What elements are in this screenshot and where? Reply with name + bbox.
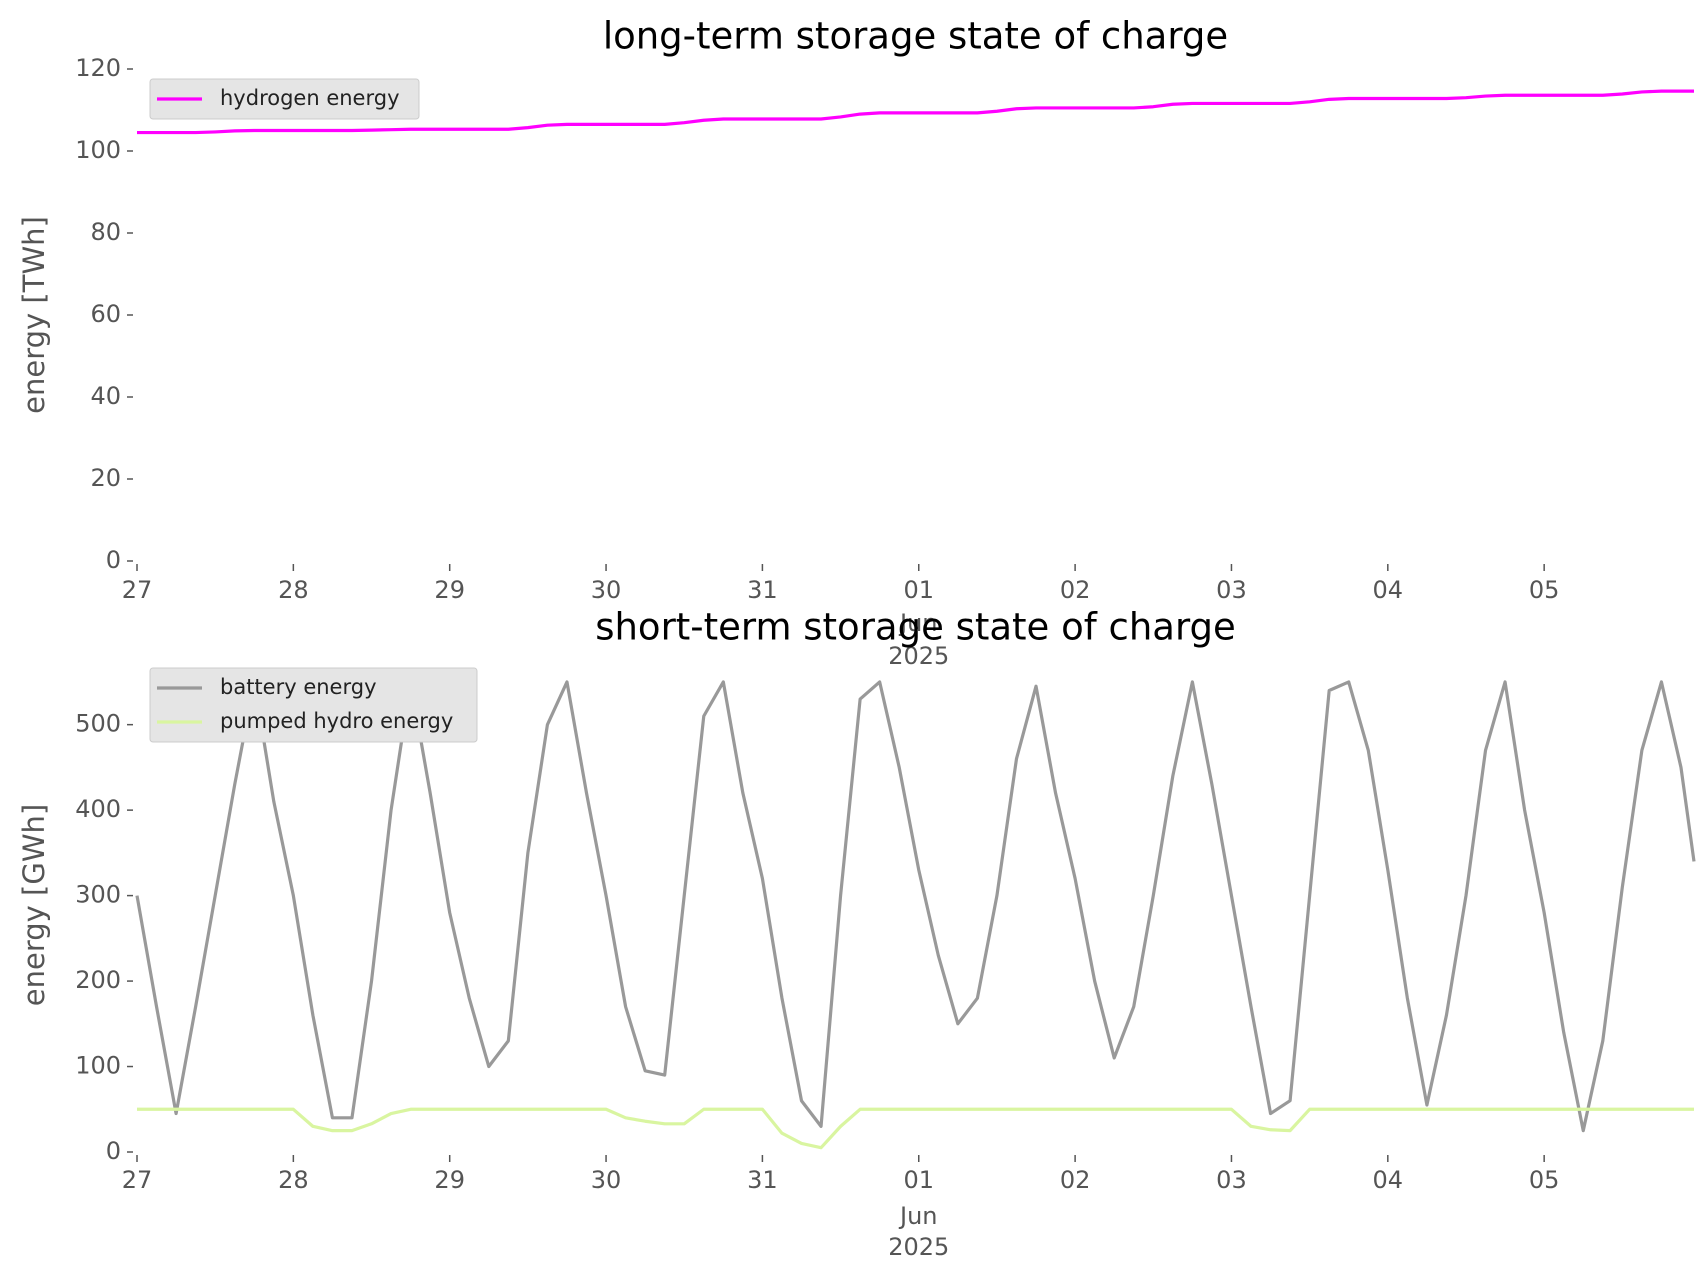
y-tick-label: 200 [75,966,121,994]
subplot: 0 20 40 60 80 100 120 27 28 29 30 31 01 Jun 2025 02 03 04… [17,15,1694,670]
series-line [137,1107,1694,1150]
x-tick-label: 02 [1060,576,1091,604]
series-line [135,680,1696,1133]
x-tick-label: 29 [434,1166,465,1194]
chart-title: long-term storage state of charge [603,15,1228,58]
x-tick-label: 04 [1373,1166,1404,1194]
x-tick-sublabel: 2025 [888,1233,949,1261]
x-tick-label: 01 [903,576,934,604]
x-tick-label: 01 [903,1166,934,1194]
y-tick-label: 100 [75,136,121,164]
y-tick-label: 500 [75,710,121,738]
y-tick-label: 120 [75,54,121,82]
series-line [137,89,1694,135]
x-tick-label: 05 [1529,576,1560,604]
y-tick-label: 80 [90,218,121,246]
x-tick-sublabel: Jun [898,609,938,637]
y-tick-label: 40 [90,382,121,410]
legend-box [149,78,420,120]
y-tick-label: 400 [75,795,121,823]
legend-label: hydrogen energy [220,86,400,110]
x-tick-label: 28 [278,576,309,604]
x-tick-label: 05 [1529,1166,1560,1194]
y-axis-label: energy [TWh] [17,216,51,414]
x-tick-label: 04 [1373,576,1404,604]
legend-label: battery energy [220,675,377,699]
x-tick-label: 27 [122,576,153,604]
x-tick-label: 28 [278,1166,309,1194]
x-tick-label: 30 [591,1166,622,1194]
y-axis-label: energy [GWh] [17,804,51,1006]
chart-title: short-term storage state of charge [595,606,1236,649]
subplot: 0 100 200 300 400 500 27 28 29 30 31 01 Jun 2025 02 03 0… [17,606,1696,1261]
x-tick-label: 29 [434,576,465,604]
legend-label: pumped hydro energy [220,709,453,733]
x-tick-sublabel: 2025 [888,642,949,670]
legend-box [149,667,478,743]
y-tick-label: 100 [75,1052,121,1080]
x-tick-label: 31 [747,576,778,604]
y-tick-label: 0 [106,1137,121,1165]
x-tick-label: 03 [1216,576,1247,604]
y-tick-label: 300 [75,881,121,909]
x-tick-label: 03 [1216,1166,1247,1194]
y-tick-label: 0 [106,546,121,574]
y-tick-label: 60 [90,300,121,328]
x-tick-label: 02 [1060,1166,1091,1194]
y-tick-label: 20 [90,464,121,492]
x-tick-label: 30 [591,576,622,604]
x-tick-label: 27 [122,1166,153,1194]
x-tick-label: 31 [747,1166,778,1194]
x-tick-sublabel: Jun [898,1202,938,1230]
